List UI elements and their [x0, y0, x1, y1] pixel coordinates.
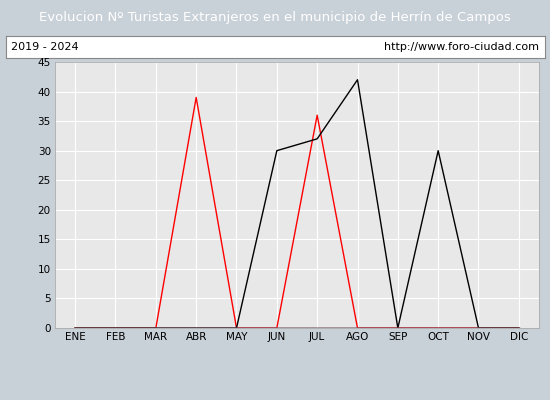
Text: http://www.foro-ciudad.com: http://www.foro-ciudad.com [384, 42, 539, 52]
Text: 2019 - 2024: 2019 - 2024 [11, 42, 79, 52]
Text: Evolucion Nº Turistas Extranjeros en el municipio de Herrín de Campos: Evolucion Nº Turistas Extranjeros en el … [39, 12, 511, 24]
